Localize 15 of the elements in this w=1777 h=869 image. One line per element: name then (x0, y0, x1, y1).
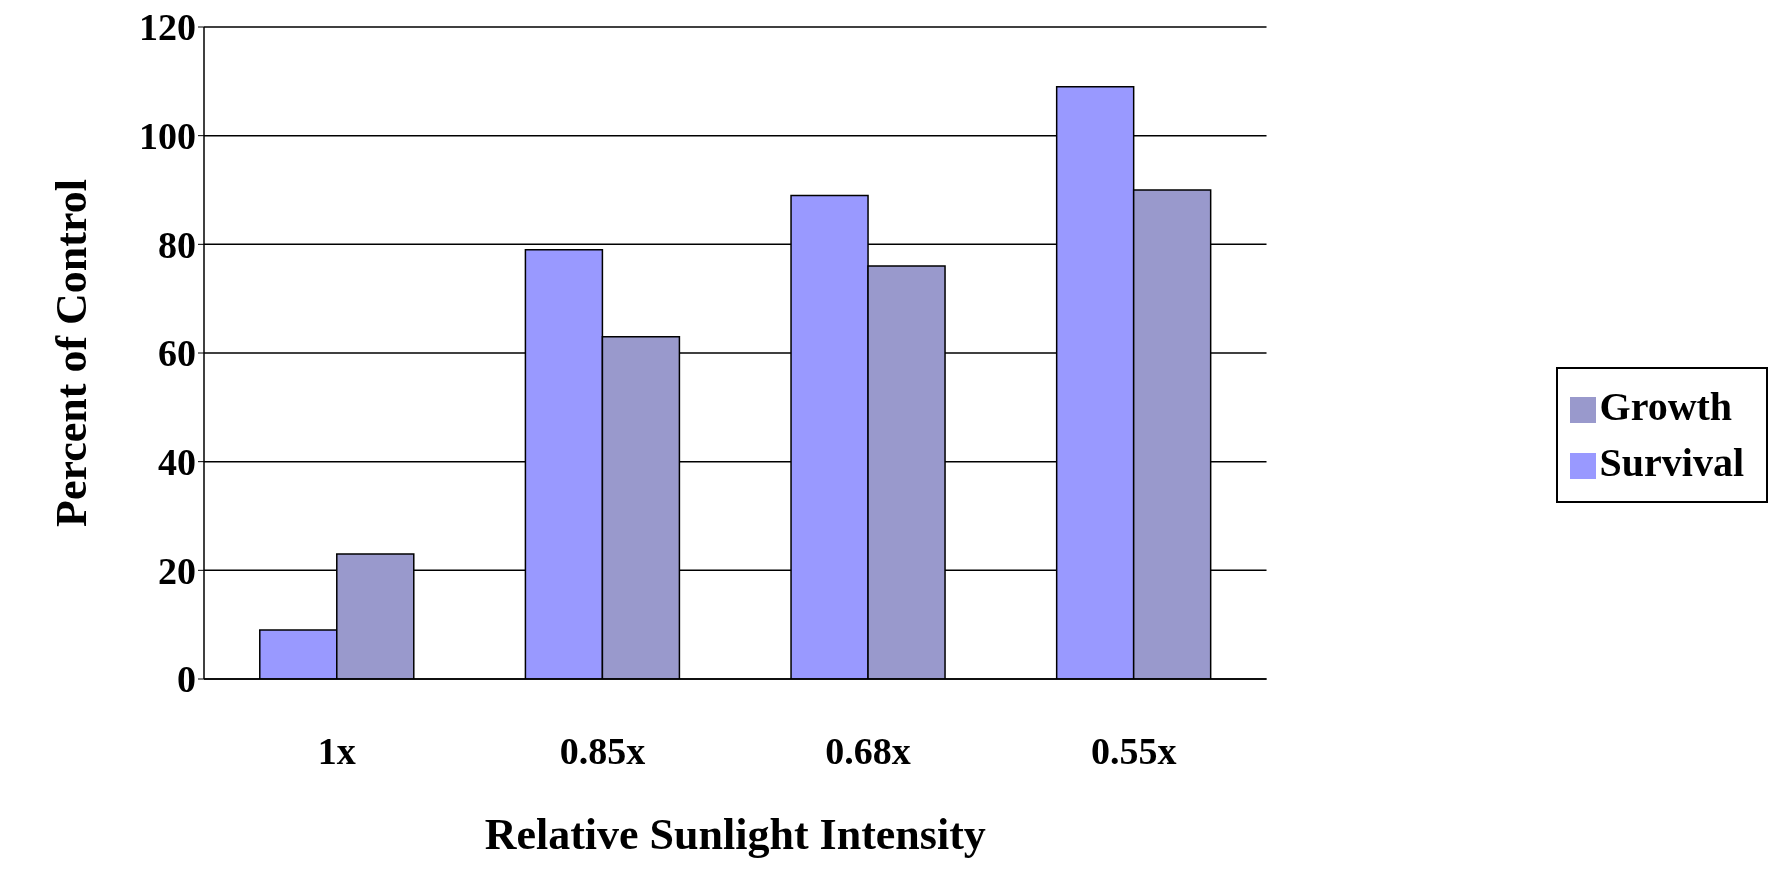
legend-label: Survival (1599, 439, 1744, 485)
y-tick-label: 100 (139, 115, 196, 158)
y-tick-label: 80 (158, 223, 196, 266)
x-tick-label: 1x (317, 729, 356, 772)
legend-label: Growth (1599, 383, 1733, 429)
y-axis-title: Percent of Control (46, 179, 96, 527)
x-tick-label: 0.68x (825, 729, 911, 772)
y-tick-label: 120 (139, 6, 196, 49)
x-tick-label: 0.85x (559, 729, 646, 772)
x-tick-label: 0.55x (1090, 729, 1177, 772)
y-tick-label: 60 (158, 332, 196, 375)
y-tick-label: 0 (177, 658, 196, 701)
y-tick-label: 40 (158, 441, 196, 484)
y-tick-label: 20 (158, 549, 196, 592)
x-axis-title: Relative Sunlight Intensity (484, 810, 986, 859)
